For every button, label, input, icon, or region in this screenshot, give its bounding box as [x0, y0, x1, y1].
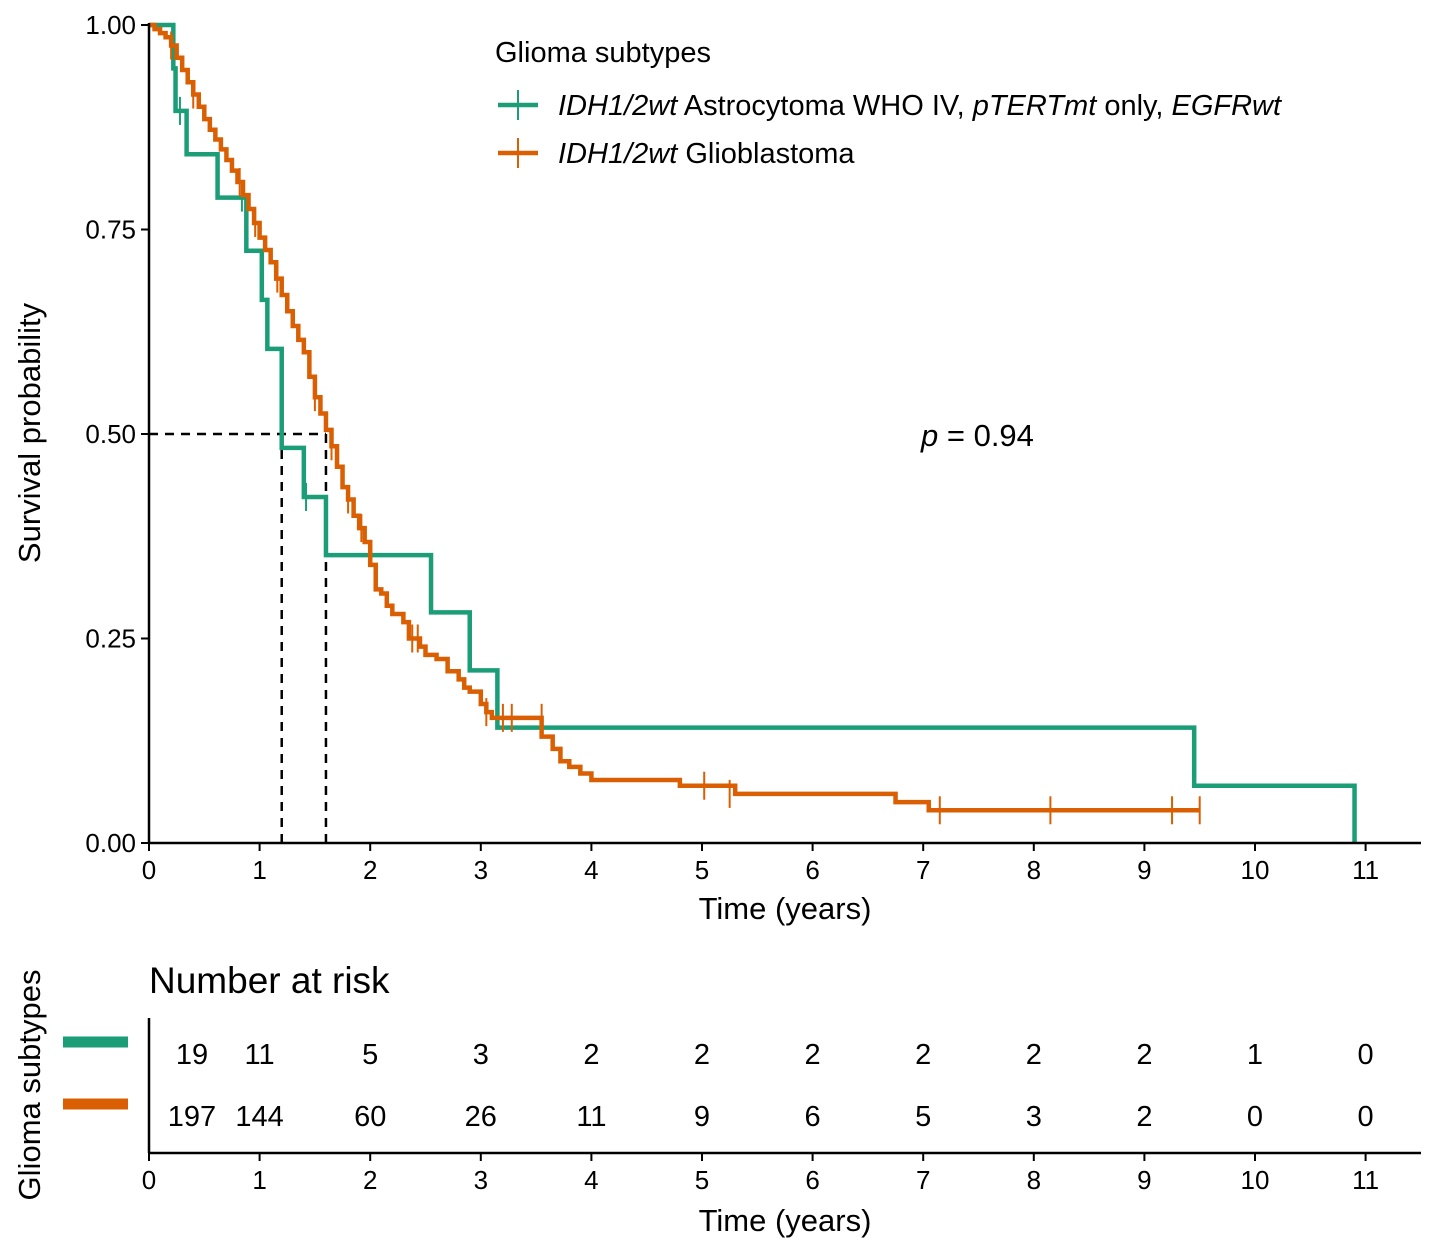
risk-count: 19 — [176, 1039, 208, 1071]
x-tick-label: 1 — [252, 855, 266, 885]
y-tick-label: 0.25 — [85, 624, 136, 654]
survival-axes: 0 1 2 3 4 5 6 7 8 9 10 11 0.00 0.25 0.50 0.75 1.00 — [85, 10, 1421, 885]
survival-curve-2 — [149, 22, 1200, 813]
x-tick-label: 8 — [1027, 855, 1041, 885]
x-axis-title: Time (years) — [699, 891, 872, 926]
risk-count: 2 — [1136, 1101, 1152, 1133]
risk-count: 26 — [465, 1101, 497, 1133]
risk-count: 2 — [915, 1039, 931, 1071]
risk-x-tick-label: 6 — [805, 1165, 819, 1195]
risk-count: 2 — [1136, 1039, 1152, 1071]
y-tick-label: 1.00 — [85, 10, 136, 40]
x-tick-label: 7 — [916, 855, 930, 885]
y-axis-title: Survival probability — [12, 302, 47, 563]
y-tick-label: 0.00 — [85, 828, 136, 858]
risk-count: 3 — [1026, 1101, 1042, 1133]
legend-label: IDH1/2wt Astrocytoma WHO IV, pTERTmt onl… — [558, 90, 1283, 122]
risk-x-tick-label: 5 — [695, 1165, 709, 1195]
risk-count: 11 — [576, 1101, 606, 1133]
risk-count: 1 — [1247, 1039, 1263, 1071]
y-tick-label: 0.50 — [85, 419, 136, 449]
x-tick-label: 5 — [695, 855, 709, 885]
risk-x-tick-label: 11 — [1352, 1165, 1379, 1195]
x-tick-label: 2 — [363, 855, 377, 885]
x-tick-label: 11 — [1352, 855, 1379, 885]
legend-label: IDH1/2wt Glioblastoma — [558, 138, 855, 170]
survival-plot: 0 1 2 3 4 5 6 7 8 9 10 11 0.00 0.25 0.50 0.75 1.00 Time … — [12, 10, 1421, 926]
risk-x-tick-label: 1 — [252, 1165, 266, 1195]
survival-curve-1 — [149, 22, 1357, 843]
x-tick-label: 9 — [1137, 855, 1151, 885]
legend-title: Glioma subtypes — [495, 37, 711, 69]
risk-table: Number at risk Glioma subtypes Time (yea… — [12, 960, 1421, 1238]
risk-count: 144 — [235, 1101, 283, 1133]
x-tick-label: 4 — [584, 855, 598, 885]
risk-count: 0 — [1358, 1101, 1374, 1133]
risk-x-tick-label: 9 — [1137, 1165, 1151, 1195]
risk-x-tick-label: 10 — [1241, 1165, 1270, 1195]
legend: Glioma subtypes IDH1/2wt Astrocytoma WHO… — [495, 37, 1283, 170]
risk-x-tick-label: 7 — [916, 1165, 930, 1195]
risk-count: 60 — [354, 1101, 386, 1133]
risk-count: 197 — [168, 1101, 216, 1133]
risk-count: 6 — [805, 1101, 821, 1133]
x-tick-label: 6 — [805, 855, 819, 885]
y-tick-label: 0.75 — [85, 215, 136, 245]
risk-table-y-title: Glioma subtypes — [12, 970, 47, 1201]
survival-curves — [149, 22, 1357, 843]
risk-count: 2 — [583, 1039, 599, 1071]
risk-count: 2 — [694, 1039, 710, 1071]
risk-count: 2 — [1026, 1039, 1042, 1071]
x-tick-label: 0 — [142, 855, 156, 885]
risk-x-tick-label: 0 — [142, 1165, 156, 1195]
risk-count: 5 — [362, 1039, 378, 1071]
risk-table-x-title: Time (years) — [699, 1203, 872, 1238]
risk-count: 5 — [915, 1101, 931, 1133]
risk-count: 11 — [245, 1039, 275, 1071]
risk-table-title: Number at risk — [149, 960, 390, 1001]
median-survival-lines — [149, 432, 328, 843]
risk-count: 9 — [694, 1101, 710, 1133]
risk-count: 2 — [805, 1039, 821, 1071]
x-tick-label: 10 — [1241, 855, 1270, 885]
risk-x-tick-label: 8 — [1027, 1165, 1041, 1195]
risk-count: 0 — [1358, 1039, 1374, 1071]
risk-count: 0 — [1247, 1101, 1263, 1133]
risk-x-tick-label: 2 — [363, 1165, 377, 1195]
p-value-annotation: p = 0.94 — [920, 418, 1034, 453]
x-tick-label: 3 — [474, 855, 488, 885]
risk-count: 3 — [473, 1039, 489, 1071]
risk-x-tick-label: 4 — [584, 1165, 598, 1195]
risk-x-tick-label: 3 — [474, 1165, 488, 1195]
